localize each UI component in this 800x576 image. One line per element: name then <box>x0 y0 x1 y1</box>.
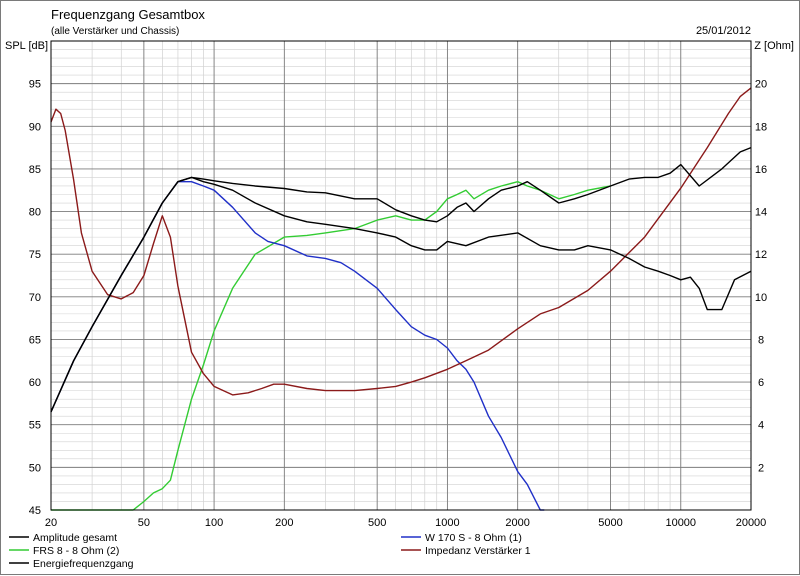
y-tick-label: 70 <box>29 292 41 304</box>
y2-tick-label: 8 <box>758 334 764 346</box>
chart-title: Frequenzgang Gesamtbox <box>51 7 205 22</box>
y2-axis-label: Z [Ohm] <box>754 40 794 52</box>
series-line-w-170-s-8-ohm-1 <box>50 181 545 511</box>
legend-item-impedance: Impedanz Verstärker 1 <box>401 545 531 557</box>
y-tick-label: 90 <box>29 121 41 133</box>
y-tick-label: 85 <box>29 164 41 176</box>
y-tick-label: 80 <box>29 207 41 219</box>
legend: Amplitude gesamt FRS 8 - 8 Ohm (2) Energ… <box>9 532 531 570</box>
major-grid <box>50 41 752 511</box>
x-tick-label: 100 <box>205 517 223 529</box>
legend-label: Impedanz Verstärker 1 <box>425 545 531 557</box>
y-tick-label: 45 <box>29 505 41 517</box>
legend-label: Amplitude gesamt <box>33 532 117 544</box>
y2-tick-label: 20 <box>755 79 767 91</box>
x-tick-label: 1000 <box>435 517 459 529</box>
y2-tick-labels: 2 4 6 8 10 12 14 16 18 20 <box>755 79 767 475</box>
y2-tick-label: 18 <box>755 121 767 133</box>
series-layer <box>50 87 752 511</box>
y-tick-label: 55 <box>29 420 41 432</box>
series-line-energiefrequenzgang <box>50 176 752 413</box>
y-tick-label: 75 <box>29 249 41 261</box>
minor-grid-horizontal <box>51 49 751 502</box>
y-tick-label: 65 <box>29 334 41 346</box>
y2-tick-label: 12 <box>755 249 767 261</box>
x-tick-labels: 20 50 100 200 500 1000 2000 5000 10000 20000 <box>45 517 766 529</box>
chart-date: 25/01/2012 <box>696 25 751 37</box>
y-tick-label: 95 <box>29 79 41 91</box>
legend-item-w170s: W 170 S - 8 Ohm (1) <box>401 532 522 544</box>
x-tick-label: 200 <box>275 517 293 529</box>
series-line-frs-8-8-ohm-2 <box>51 181 611 511</box>
y2-tick-label: 2 <box>758 462 764 474</box>
legend-item-energy: Energiefrequenzgang <box>9 558 134 570</box>
legend-label: W 170 S - 8 Ohm (1) <box>425 532 522 544</box>
y-axis-label: SPL [dB] <box>5 40 48 52</box>
x-tick-label: 50 <box>138 517 150 529</box>
legend-item-amplitude: Amplitude gesamt <box>9 532 117 544</box>
x-tick-label: 20000 <box>736 517 767 529</box>
y2-tick-label: 10 <box>755 292 767 304</box>
x-tick-label: 10000 <box>665 517 696 529</box>
legend-label: Energiefrequenzgang <box>33 558 134 570</box>
x-tick-label: 500 <box>368 517 386 529</box>
y-tick-labels: 45 50 55 60 65 70 75 80 85 90 95 <box>29 79 41 517</box>
y2-tick-label: 6 <box>758 377 764 389</box>
plot-border <box>50 40 752 511</box>
y-tick-label: 60 <box>29 377 41 389</box>
y2-tick-label: 4 <box>758 420 764 432</box>
y2-tick-label: 16 <box>755 164 767 176</box>
y-tick-label: 50 <box>29 462 41 474</box>
series-line-impedanz-verst-rker-1 <box>50 87 752 396</box>
x-tick-label: 5000 <box>598 517 622 529</box>
chart-subtitle: (alle Verstärker und Chassis) <box>51 26 179 37</box>
legend-item-frs8: FRS 8 - 8 Ohm (2) <box>9 545 119 557</box>
legend-label: FRS 8 - 8 Ohm (2) <box>33 545 119 557</box>
x-tick-label: 2000 <box>505 517 529 529</box>
y2-tick-label: 14 <box>755 207 767 219</box>
x-tick-label: 20 <box>45 517 57 529</box>
